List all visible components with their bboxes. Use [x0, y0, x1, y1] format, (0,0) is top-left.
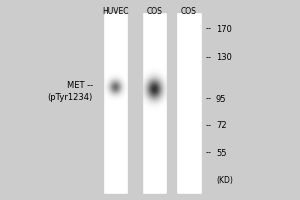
Bar [176, 12, 202, 194]
Text: 130: 130 [216, 53, 232, 62]
Text: --: -- [206, 24, 212, 33]
Text: (KD): (KD) [216, 176, 233, 184]
Text: --: -- [206, 95, 212, 104]
Bar [142, 12, 167, 194]
Text: --: -- [206, 53, 212, 62]
Bar [0, 0, 103, 200]
Text: 72: 72 [216, 121, 226, 130]
Text: HUVEC: HUVEC [102, 7, 129, 16]
Bar [167, 0, 176, 200]
Text: (pTyr1234): (pTyr1234) [48, 94, 93, 102]
Text: --: -- [206, 121, 212, 130]
Bar [202, 0, 300, 200]
Bar [0, 0, 300, 12]
Text: --: -- [206, 148, 212, 158]
Bar [128, 0, 142, 200]
Text: COS: COS [147, 7, 162, 16]
Bar [103, 12, 128, 194]
Text: COS: COS [181, 7, 197, 16]
Text: MET --: MET -- [67, 81, 93, 90]
Text: 55: 55 [216, 148, 226, 158]
Bar [0, 194, 300, 200]
Text: 170: 170 [216, 24, 232, 33]
Text: 95: 95 [216, 95, 226, 104]
